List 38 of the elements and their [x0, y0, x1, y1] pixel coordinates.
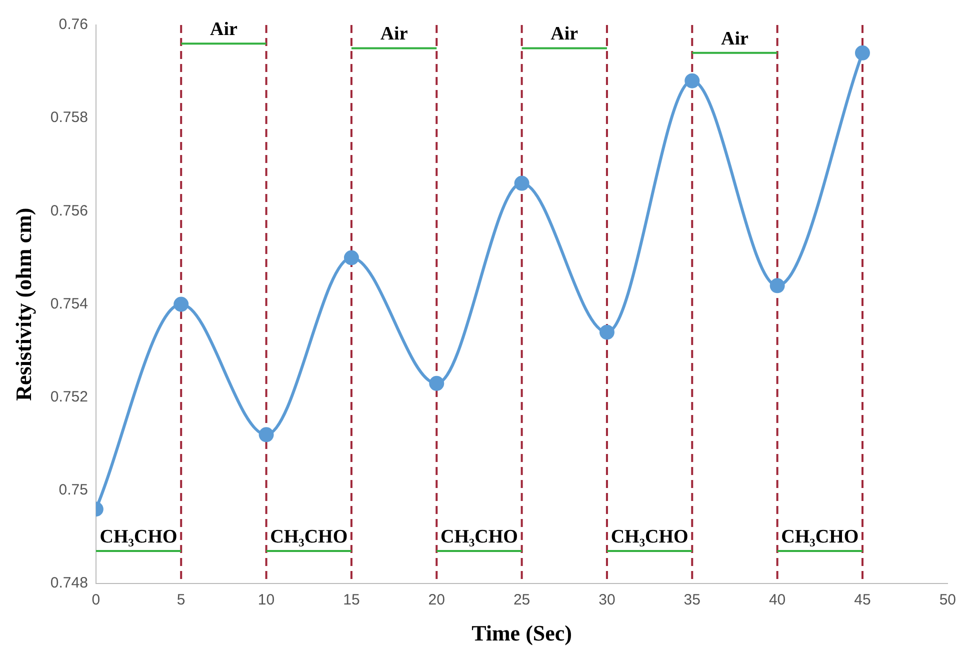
x-tick-label: 5 [176, 592, 186, 609]
y-tick-label: 0.76 [58, 16, 88, 34]
annotation: Air [380, 24, 408, 45]
point [599, 324, 614, 340]
annotation: CH₃CHO [440, 526, 518, 548]
annotation: Air [550, 24, 579, 45]
annotation: Air [210, 19, 238, 40]
x-axis-title: Time (Sec) [472, 620, 572, 646]
point [429, 376, 444, 391]
x-tick-label: 35 [684, 592, 700, 609]
point [344, 250, 359, 266]
annotation: CH₃CHO [781, 526, 859, 548]
point [684, 73, 700, 88]
point [258, 427, 274, 442]
y-tick-label: 0.754 [50, 295, 88, 312]
x-tick-label: 45 [854, 592, 871, 609]
point [174, 296, 189, 312]
y-tick-label: 0.75 [58, 482, 88, 499]
annotation: CH₃CHO [270, 526, 348, 548]
y-tick-label: 0.756 [50, 202, 88, 220]
annotation: Air [721, 28, 750, 50]
y-tick-label: 0.752 [50, 388, 88, 406]
point [770, 278, 785, 294]
x-tick-label: 30 [598, 592, 616, 609]
x-tick-label: 50 [939, 592, 956, 609]
y-axis-title: Resistivity (ohm cm) [10, 208, 36, 401]
x-tick-label: 20 [428, 592, 445, 609]
point [854, 45, 870, 60]
y-tick-label: 0.748 [50, 574, 88, 592]
x-tick-label: 15 [343, 592, 360, 609]
y-tick-label: 0.758 [50, 109, 88, 126]
point [514, 176, 530, 191]
x-tick-label: 25 [513, 592, 530, 609]
x-tick-label: 10 [258, 592, 275, 609]
annotation: CH₃CHO [610, 526, 688, 548]
annotation: CH₃CHO [100, 526, 178, 548]
x-tick-label: 0 [92, 592, 100, 609]
x-tick-label: 40 [768, 592, 786, 609]
